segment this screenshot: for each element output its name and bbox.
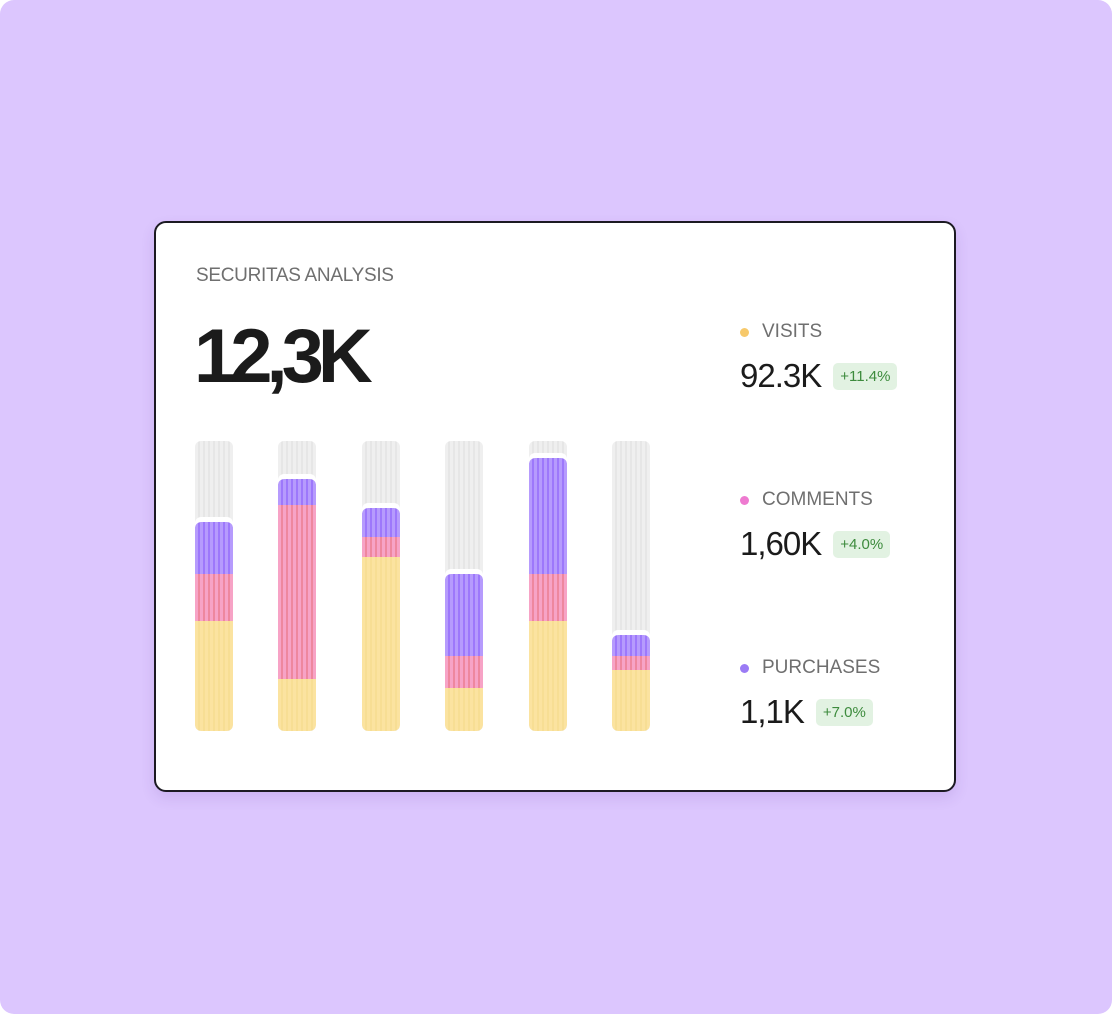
bar-segment-comments xyxy=(195,574,233,621)
bar-segment-visits xyxy=(362,557,400,731)
bar-segment-visits xyxy=(445,687,483,731)
legend-label: COMMENTS xyxy=(762,489,873,510)
bar-stack xyxy=(529,458,567,731)
change-badge: +7.0% xyxy=(815,698,873,726)
bar-segment-comments xyxy=(362,536,400,557)
bar-track xyxy=(612,441,650,731)
bar-stack xyxy=(278,478,316,731)
legend-label: VISITS xyxy=(762,321,823,342)
legend-value: 92.3K xyxy=(740,357,822,394)
bar-track xyxy=(278,441,316,731)
bar-segment-comments xyxy=(529,574,567,621)
bar-segment-comments xyxy=(278,504,316,679)
change-badge: +11.4% xyxy=(833,362,898,390)
bar-track xyxy=(195,441,233,731)
legend-purchases: PURCHASES 1,1K +7.0% xyxy=(740,657,880,731)
purchases-dot-icon xyxy=(740,663,749,673)
bar-track xyxy=(362,441,400,731)
total-value: 12,3K xyxy=(194,314,373,399)
bar-stack xyxy=(195,522,233,731)
bar-segment-purchases xyxy=(278,478,316,505)
comments-dot-icon xyxy=(740,495,749,505)
legend-label: PURCHASES xyxy=(762,657,881,678)
legend-value: 1,60K xyxy=(740,525,822,562)
bar-segment-comments xyxy=(445,655,483,688)
legend-comments: COMMENTS 1,60K +4.0% xyxy=(740,489,891,563)
bar-segment-comments xyxy=(612,655,650,671)
bar-segment-purchases xyxy=(612,635,650,656)
legend-visits: VISITS 92.3K +11.4% xyxy=(740,321,898,395)
bar-segment-purchases xyxy=(445,574,483,656)
bar-stack xyxy=(362,507,400,731)
bar-stack xyxy=(612,635,650,731)
visits-dot-icon xyxy=(740,327,749,337)
analysis-card: SECURITAS ANALYSIS 12,3K VISITS 92.3K +11… xyxy=(154,221,956,792)
bar-segment-purchases xyxy=(362,507,400,537)
bar-segment-visits xyxy=(278,678,316,731)
bar-segment-visits xyxy=(195,620,233,731)
bar-segment-visits xyxy=(529,620,567,731)
bar-stack xyxy=(445,574,483,731)
card-title: SECURITAS ANALYSIS xyxy=(196,265,394,286)
legend-value: 1,1K xyxy=(740,693,805,730)
bar-segment-purchases xyxy=(195,522,233,575)
bar-track xyxy=(445,441,483,731)
bar-track xyxy=(529,441,567,731)
change-badge: +4.0% xyxy=(833,530,891,558)
bar-segment-visits xyxy=(612,670,650,731)
bar-segment-purchases xyxy=(529,458,567,575)
